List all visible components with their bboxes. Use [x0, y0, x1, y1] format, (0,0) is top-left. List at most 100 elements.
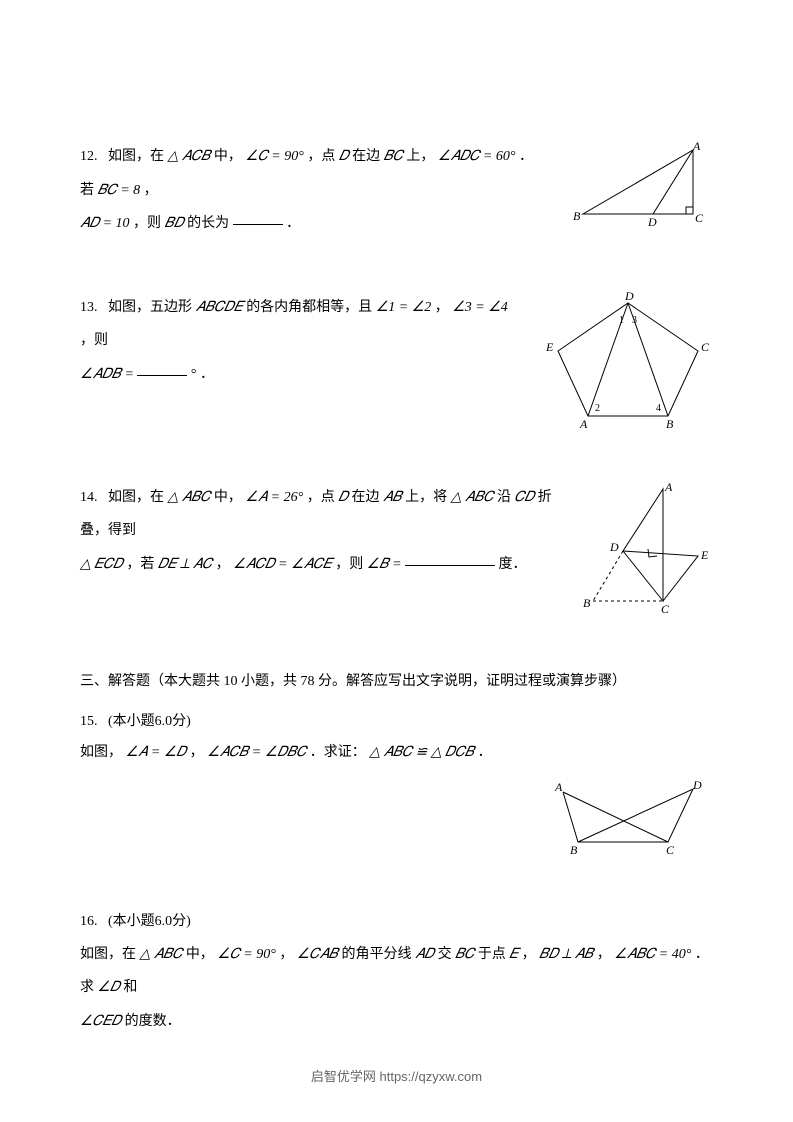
- n2: 2: [595, 403, 600, 414]
- t: 的长为: [187, 216, 229, 231]
- abcde: 𝐴𝐵𝐶𝐷𝐸: [196, 300, 243, 315]
- blank-12: [233, 211, 283, 225]
- sub: (本小题6.0分): [108, 714, 191, 729]
- t: ．: [200, 367, 214, 382]
- t: 上，将: [405, 490, 447, 505]
- footer-text: 启智优学网 https://qzyxw.com: [311, 1069, 482, 1084]
- t: ．: [286, 216, 300, 231]
- eq1: ∠1 = ∠2: [376, 300, 432, 315]
- blank-13: [137, 362, 187, 376]
- lab-b: B: [570, 843, 578, 857]
- t: ，: [190, 745, 204, 760]
- figure-12: A B C D: [563, 140, 713, 230]
- t: 和: [123, 980, 137, 995]
- ang-b: ∠𝐵 =: [367, 557, 402, 572]
- t: 沿: [497, 490, 511, 505]
- problem-16-head: 16. (本小题6.0分): [80, 907, 713, 938]
- var-d: 𝐷: [338, 490, 348, 505]
- t: 在边: [352, 490, 380, 505]
- section-3-text: 三、解答题（本大题共 10 小题，共 78 分。解答应写出文字说明，证明过程或演…: [80, 674, 626, 689]
- lab-b: B: [583, 596, 591, 610]
- problem-15: 15. (本小题6.0分) 如图， ∠𝐴 = ∠𝐷 ， ∠𝐴𝐶𝐵 = ∠𝐷𝐵𝐶 …: [80, 707, 713, 857]
- lab-e: E: [545, 340, 554, 354]
- problem-16-text: 如图，在 △ 𝐴𝐵𝐶 中， ∠𝐶 = 90° ， ∠𝐶𝐴𝐵 的角平分线 𝐴𝐷 交…: [80, 938, 713, 1039]
- problem-12-row: 12. 如图，在 △ 𝐴𝐶𝐵 中， ∠𝐶 = 90° ，点 𝐷 在边 𝐵𝐶 上，…: [80, 140, 713, 241]
- lab-c: C: [701, 340, 710, 354]
- page-footer: 启智优学网 https://qzyxw.com: [0, 1067, 793, 1088]
- adc: ∠𝐴𝐷𝐶 = 60°: [438, 149, 516, 164]
- lab-a: A: [692, 140, 701, 153]
- lab-c: C: [666, 843, 675, 857]
- problem-15-text: 如图， ∠𝐴 = ∠𝐷 ， ∠𝐴𝐶𝐵 = ∠𝐷𝐵𝐶 ．求证： △ 𝐴𝐵𝐶 ≌ △…: [80, 738, 713, 769]
- problem-13-num: 13.: [80, 300, 98, 315]
- lab-b: B: [666, 417, 674, 431]
- lab-c: C: [661, 602, 670, 616]
- blank-14: [405, 552, 495, 566]
- ad: 𝐴𝐷: [415, 947, 434, 962]
- t: 如图，在: [108, 149, 164, 164]
- sub: (本小题6.0分): [108, 914, 191, 929]
- problem-16-num: 16.: [80, 914, 98, 929]
- t: ，若: [126, 557, 154, 572]
- lab-a: A: [554, 780, 563, 794]
- t: 中，: [214, 149, 242, 164]
- t: ，: [216, 557, 230, 572]
- t: ，则: [335, 557, 363, 572]
- perp: 𝐵𝐷 ⊥ 𝐴𝐵: [539, 947, 593, 962]
- t: 的角平分线: [341, 947, 411, 962]
- tri-abc: △ 𝐴𝐵𝐶: [168, 490, 211, 505]
- problem-13: 13. 如图，五边形 𝐴𝐵𝐶𝐷𝐸 的各内角都相等，且 ∠1 = ∠2 ， ∠3 …: [80, 291, 713, 431]
- t: 在边: [352, 149, 380, 164]
- lab-c: C: [695, 211, 704, 225]
- lab-a: A: [579, 417, 588, 431]
- t: ，: [435, 300, 449, 315]
- problem-14-row: 14. 如图，在 △ 𝐴𝐵𝐶 中， ∠𝐴 = 26° ，点 𝐷 在边 𝐴𝐵 上，…: [80, 481, 713, 621]
- t: 如图，在: [108, 490, 164, 505]
- tri-abc2: △ 𝐴𝐵𝐶: [451, 490, 494, 505]
- unit: 度．: [499, 557, 527, 572]
- lab-e: E: [700, 548, 709, 562]
- cong: △ 𝐴𝐵𝐶 ≌ △ 𝐷𝐶𝐵: [369, 745, 474, 760]
- deg: °: [191, 367, 197, 382]
- angD: ∠𝐷: [98, 980, 120, 995]
- bc8: 𝐵𝐶 = 8: [98, 183, 141, 198]
- problem-15-head: 15. (本小题6.0分): [80, 707, 713, 738]
- t: ，则: [80, 333, 108, 348]
- var-d: 𝐷: [339, 149, 349, 164]
- t: 上，: [406, 149, 434, 164]
- tri-acb: △ 𝐴𝐶𝐵: [168, 149, 211, 164]
- t: 中，: [186, 947, 214, 962]
- problem-14: 14. 如图，在 △ 𝐴𝐵𝐶 中， ∠𝐴 = 26° ，点 𝐷 在边 𝐴𝐵 上，…: [80, 481, 713, 621]
- lab-d: D: [647, 215, 657, 229]
- figure-13: D E C A B 1 3 2 4: [543, 291, 713, 431]
- fig15-wrap: A D B C: [80, 777, 713, 857]
- abc: ∠𝐴𝐵𝐶 = 40°: [614, 947, 691, 962]
- n4: 4: [656, 403, 661, 414]
- t: ，则: [133, 216, 161, 231]
- tri: △ 𝐴𝐵𝐶: [140, 947, 183, 962]
- problem-12-text: 12. 如图，在 △ 𝐴𝐶𝐵 中， ∠𝐶 = 90° ，点 𝐷 在边 𝐵𝐶 上，…: [80, 140, 543, 241]
- bc: 𝐵𝐶: [455, 947, 474, 962]
- problem-15-row: 如图， ∠𝐴 = ∠𝐷 ， ∠𝐴𝐶𝐵 = ∠𝐷𝐵𝐶 ．求证： △ 𝐴𝐵𝐶 ≌ △…: [80, 738, 713, 769]
- t: ，: [279, 947, 293, 962]
- eq: ∠𝐴𝐶𝐷 = ∠𝐴𝐶𝐸: [233, 557, 332, 572]
- t: ．求证：: [310, 745, 366, 760]
- t: 交: [438, 947, 452, 962]
- t: 的各内角都相等，且: [246, 300, 372, 315]
- t: 如图，五边形: [108, 300, 192, 315]
- var-bc: 𝐵𝐶: [384, 149, 403, 164]
- problem-15-num: 15.: [80, 714, 98, 729]
- t: 如图，在: [80, 947, 136, 962]
- eq2: ∠3 = ∠4: [452, 300, 508, 315]
- perp: 𝐷𝐸 ⊥ 𝐴𝐶: [158, 557, 212, 572]
- problem-14-num: 14.: [80, 490, 98, 505]
- bd: 𝐵𝐷: [165, 216, 184, 231]
- cab: ∠𝐶𝐴𝐵: [297, 947, 338, 962]
- t: 于点: [478, 947, 506, 962]
- angC: ∠𝐶 = 90°: [217, 947, 276, 962]
- n1: 1: [619, 315, 624, 326]
- adb: ∠𝐴𝐷𝐵 =: [80, 367, 134, 382]
- lab-d: D: [624, 291, 634, 303]
- cd: 𝐶𝐷: [514, 490, 534, 505]
- eqACB: ∠𝐴𝐶𝐵 = ∠𝐷𝐵𝐶: [207, 745, 306, 760]
